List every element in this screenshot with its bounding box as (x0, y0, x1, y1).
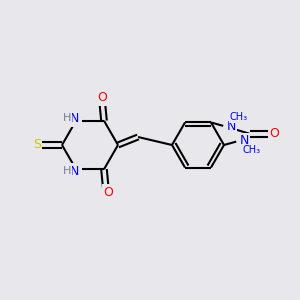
Text: CH₃: CH₃ (243, 145, 261, 155)
Text: N: N (226, 120, 236, 133)
Text: O: O (103, 186, 113, 199)
Text: N: N (69, 165, 79, 178)
Text: O: O (270, 127, 279, 140)
Text: CH₃: CH₃ (230, 112, 248, 122)
Text: N: N (69, 112, 79, 125)
Text: S: S (33, 139, 41, 152)
Text: O: O (97, 91, 107, 104)
Text: N: N (239, 134, 249, 148)
Text: H: H (63, 113, 71, 123)
Text: H: H (63, 166, 71, 176)
